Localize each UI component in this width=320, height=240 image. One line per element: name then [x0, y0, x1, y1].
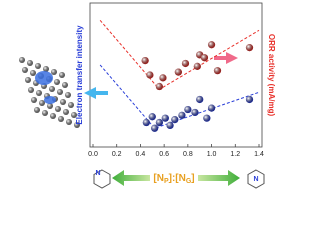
point-shine: [184, 105, 192, 114]
point-shine: [142, 118, 150, 127]
point-shine: [207, 104, 216, 112]
label-part: ]:[N: [169, 173, 186, 184]
label-part: [N: [153, 173, 164, 184]
point-shine: [155, 82, 163, 91]
graphitic-icon: [247, 169, 265, 189]
atom-shade: [22, 67, 28, 73]
molecule-illustration: [19, 57, 80, 128]
point-shine: [166, 121, 174, 129]
atom-shade: [60, 99, 66, 105]
x-tick-label: 0.8: [183, 151, 193, 158]
label-part: ]: [191, 173, 194, 184]
atom-shade: [57, 89, 63, 95]
atom-shade: [71, 112, 77, 118]
atom-shade: [39, 100, 45, 106]
point-shine: [159, 74, 167, 82]
page: {"chart_data": {"type": "scatter", "x_la…: [19, 2, 276, 189]
point-shine: [155, 118, 163, 127]
point-shine: [213, 67, 222, 75]
atom-shade: [50, 113, 56, 119]
point-shine: [200, 54, 209, 62]
atom-shade: [30, 70, 36, 76]
atom-shade: [55, 106, 61, 112]
atom-shade: [31, 97, 37, 103]
atom-shade: [25, 77, 31, 83]
point-shine: [161, 114, 169, 122]
atom-shade: [54, 79, 60, 85]
y2-axis-label: ORR activity (mA/mg): [267, 34, 276, 117]
trend-line: [99, 19, 260, 91]
point-shine: [245, 44, 254, 52]
x-tick-label: 1.0: [207, 151, 217, 158]
x-axis-label: [NP]:[NG]: [153, 173, 194, 185]
y-axis-label: Electron transfer intensity: [75, 25, 84, 125]
atom-shade: [63, 109, 69, 115]
atom-shade: [49, 86, 55, 92]
point-shine: [191, 108, 199, 117]
atom-shade: [51, 69, 57, 75]
bottom-left-arrow: [112, 170, 150, 186]
trend-line: [99, 64, 260, 129]
atom-shade: [59, 72, 65, 78]
point-shine: [245, 95, 254, 104]
point-shine: [178, 111, 186, 119]
x-tick-label: 0.2: [112, 151, 122, 158]
atom-shade: [74, 122, 80, 128]
point-shine: [207, 41, 216, 49]
atom-shade: [36, 90, 42, 96]
atom-shade: [58, 116, 64, 122]
atom-shade: [62, 82, 68, 88]
plot-frame: [89, 2, 263, 148]
point-shine: [196, 95, 204, 104]
point-shine: [151, 124, 159, 132]
point-shine: [193, 62, 201, 70]
point-shine: [148, 113, 156, 121]
electron-cloud: [44, 96, 56, 104]
atom-shade: [34, 107, 40, 113]
atom-shade: [27, 60, 33, 66]
atom-shade: [28, 87, 34, 93]
pyridine-icon: [93, 169, 111, 189]
atom-shade: [65, 92, 71, 98]
icon-label: N: [95, 170, 100, 177]
label-part: P: [164, 178, 169, 185]
atom-shade: [19, 57, 25, 63]
x-tick-label: 1.2: [230, 151, 240, 158]
electron-cloud: [35, 71, 53, 85]
point-shine: [203, 114, 211, 122]
point-shine: [181, 59, 190, 68]
bottom-right-arrow: [198, 170, 240, 186]
atom-shade: [47, 103, 53, 109]
x-tick-label: 0.0: [88, 151, 98, 158]
icon-label: N: [253, 176, 258, 183]
atom-shade: [68, 102, 74, 108]
point-shine: [141, 57, 149, 65]
x-tick-label: 0.4: [136, 151, 146, 158]
atom-shade: [42, 110, 48, 116]
atom-shade: [43, 66, 49, 72]
right-arrow: [214, 52, 238, 64]
point-shine: [171, 116, 179, 124]
x-tick-label: 0.6: [159, 151, 169, 158]
label-part: G: [186, 178, 192, 185]
atom-shade: [35, 63, 41, 69]
atom-shade: [66, 119, 72, 125]
point-shine: [146, 71, 154, 79]
figure: Electron transfer intensity ORR activity…: [19, 2, 276, 189]
left-arrow: [84, 87, 108, 99]
x-tick-label: 1.4: [254, 151, 264, 158]
point-shine: [174, 68, 182, 76]
